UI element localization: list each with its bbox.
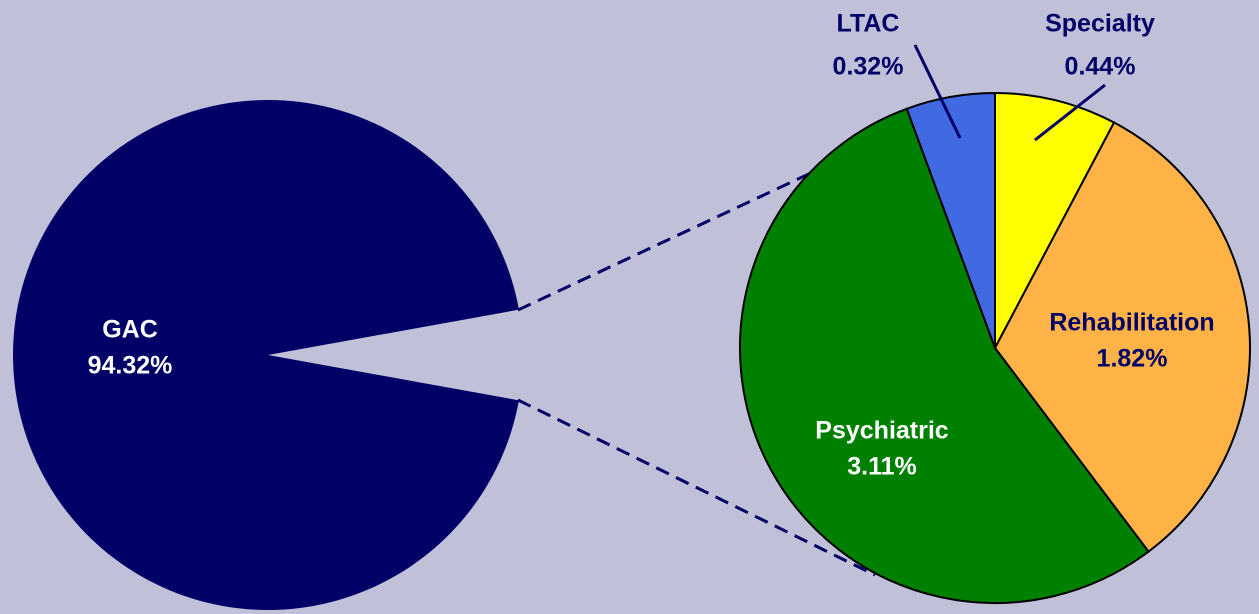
category-label: LTAC <box>837 10 900 38</box>
pie-slice <box>994 91 1116 349</box>
value-label: 0.32% <box>833 53 904 81</box>
connector <box>517 148 861 312</box>
value-label: 94.32% <box>88 352 173 380</box>
category-label: Specialty <box>1045 10 1155 38</box>
pie-slice <box>993 121 1252 554</box>
pie-slice <box>739 107 1150 604</box>
category-label: Rehabilitation <box>1049 309 1214 337</box>
category-label: GAC <box>102 316 158 344</box>
leader-line <box>1034 83 1106 142</box>
connector <box>517 398 876 577</box>
value-label: 1.82% <box>1097 345 1168 373</box>
value-label: 0.44% <box>1065 53 1136 81</box>
leader-line <box>913 44 962 139</box>
pie-slice <box>13 100 519 611</box>
category-label: Psychiatric <box>815 417 949 445</box>
pie-slice <box>905 91 996 349</box>
value-label: 3.11% <box>847 453 917 481</box>
